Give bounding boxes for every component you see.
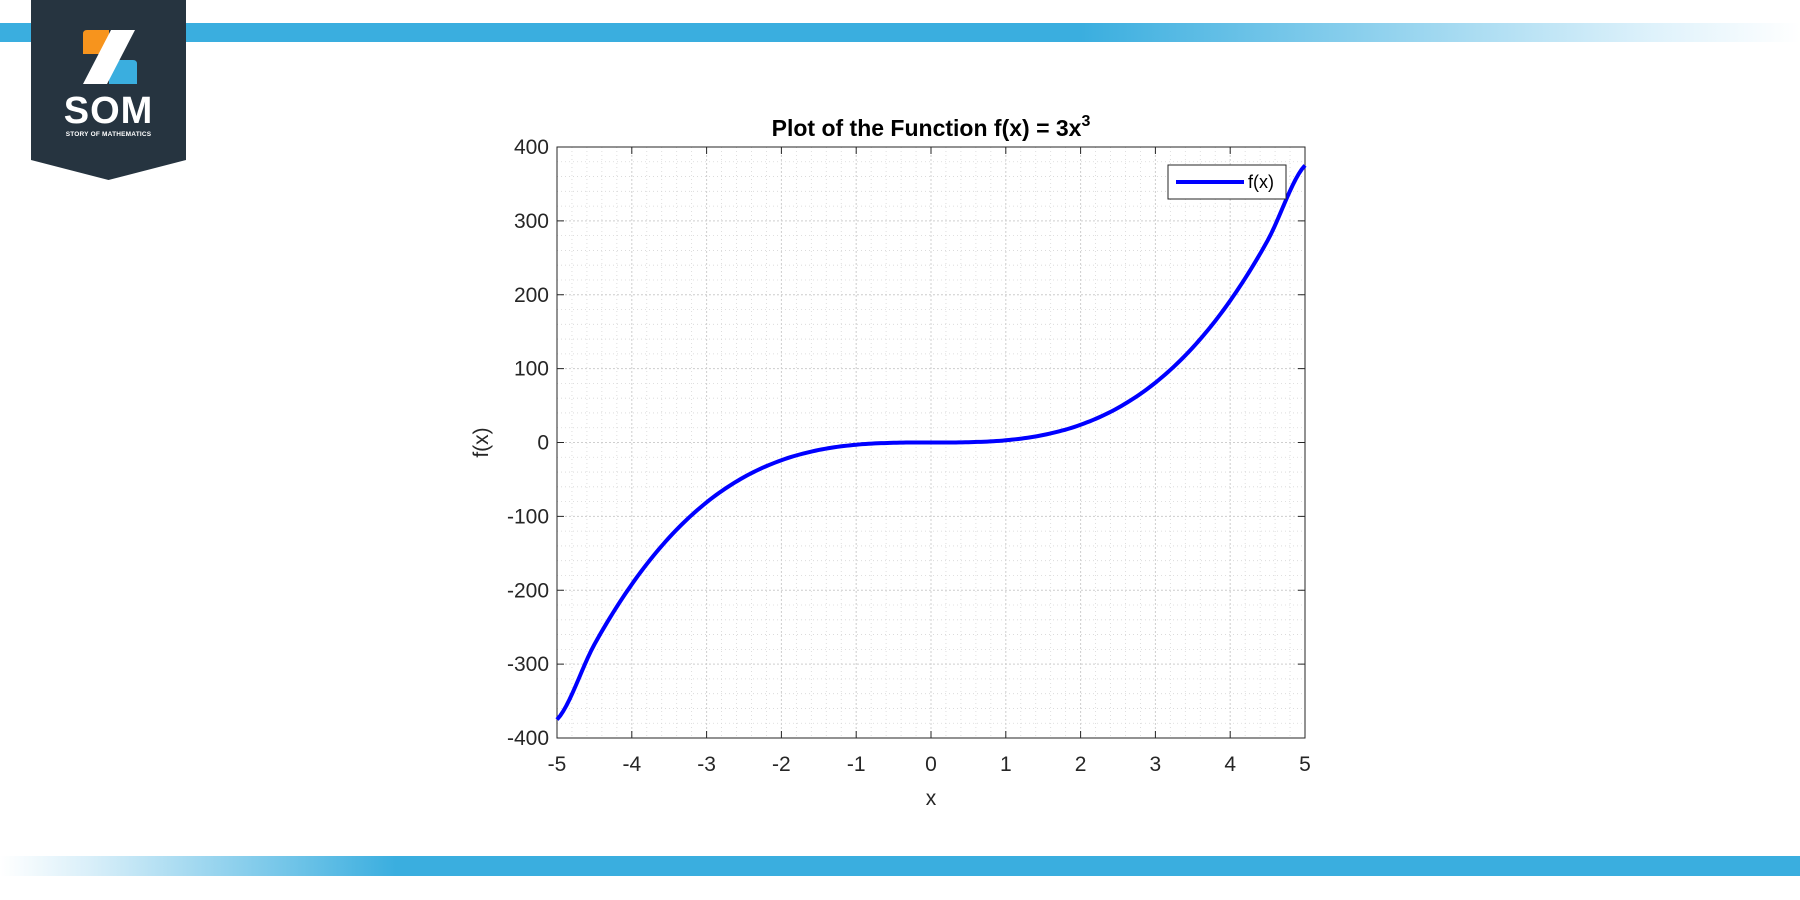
header-accent-band	[0, 23, 1800, 42]
y-tick-labels: -400 -300 -200 -100 0 100 200 300 400	[507, 136, 549, 750]
x-tick-label: 1	[1000, 753, 1012, 776]
y-tick-label: -300	[507, 653, 549, 676]
y-tick-label: 100	[514, 358, 549, 381]
x-tick-label: 3	[1150, 753, 1162, 776]
chart-title-text: Plot of the Function f(x) = 3x	[772, 115, 1082, 141]
som-logo: SOM STORY OF MATHEMATICS	[31, 0, 186, 180]
x-tick-label: -3	[697, 753, 716, 776]
x-axis-label: x	[926, 787, 937, 810]
y-tick-label: 300	[514, 210, 549, 233]
y-tick-label: -100	[507, 505, 549, 528]
legend-entry-f-x: f(x)	[1248, 172, 1274, 192]
chart-title-superscript: 3	[1081, 113, 1090, 130]
y-tick-label: 200	[514, 284, 549, 307]
chart-title: Plot of the Function f(x) = 3x3	[772, 113, 1091, 141]
legend: f(x)	[1167, 164, 1287, 200]
logo-badge-icon	[31, 0, 186, 180]
x-tick-label: 4	[1224, 753, 1236, 776]
y-axis-label: f(x)	[470, 427, 493, 457]
series-layer	[555, 164, 1307, 721]
x-tick-label: -2	[772, 753, 791, 776]
x-tick-label: 5	[1299, 753, 1311, 776]
y-tick-label: 0	[537, 432, 549, 455]
y-tick-label: -400	[507, 727, 549, 750]
logo-wordmark: SOM	[63, 90, 154, 132]
plot-frame	[556, 146, 1306, 739]
x-tick-label: 0	[925, 753, 937, 776]
x-tick-label: -5	[548, 753, 567, 776]
y-tick-label: -200	[507, 579, 549, 602]
x-tick-label: -1	[847, 753, 866, 776]
logo-tagline: STORY OF MATHEMATICS	[65, 131, 152, 138]
x-tick-label: 2	[1075, 753, 1087, 776]
footer-accent-band	[0, 856, 1800, 876]
y-tick-label: 400	[514, 136, 549, 159]
x-tick-labels: -5 -4 -3 -2 -1 0 1 2 3 4 5	[548, 753, 1311, 776]
x-tick-label: -4	[622, 753, 641, 776]
